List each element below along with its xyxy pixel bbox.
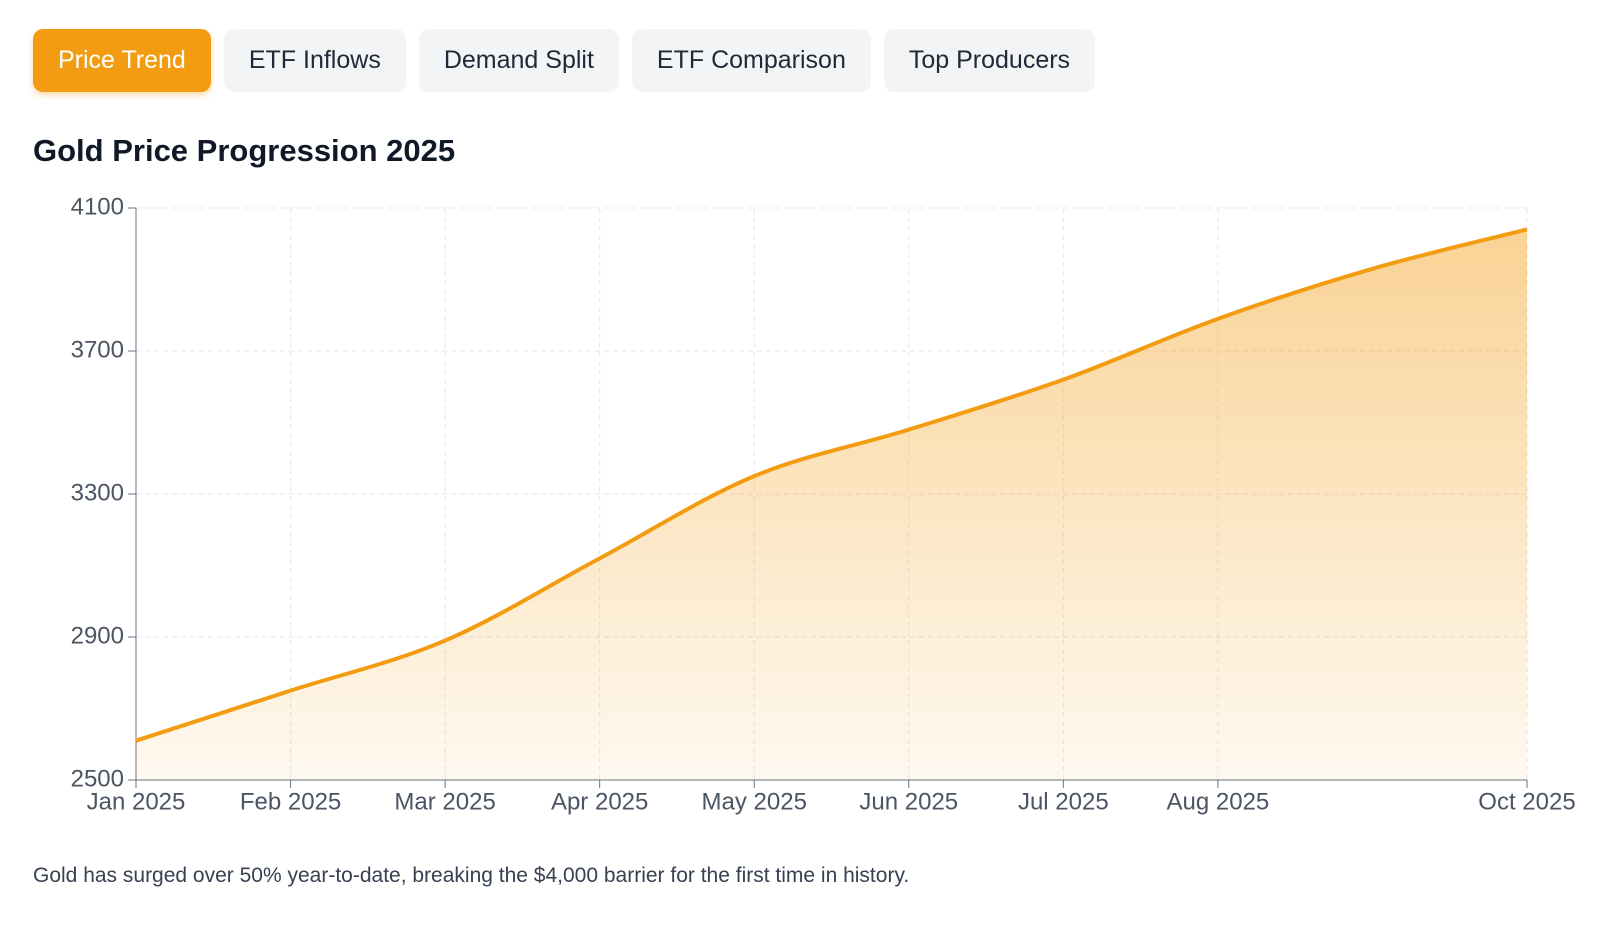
x-tick-label: May 2025: [702, 788, 807, 815]
line: [135, 227, 1528, 743]
tab[interactable]: ETF Inflows: [223, 29, 406, 92]
x-tick-label: Jun 2025: [859, 788, 958, 815]
tab[interactable]: Demand Split: [418, 29, 619, 92]
y-tick-label: 3300: [71, 479, 124, 506]
x-tick-label: Feb 2025: [240, 788, 341, 815]
x-tick-label: Aug 2025: [1167, 788, 1270, 815]
tab-bar: Price Trend ETF Inflows Demand Split ETF Co…: [33, 29, 1096, 92]
x-tick-label: Apr 2025: [551, 788, 648, 815]
area: [136, 229, 1527, 780]
tab[interactable]: Top Producers: [883, 29, 1096, 92]
y-tick-label: 3700: [71, 336, 124, 363]
chart: 2500 2900 3300 3700 4100 Jan 2025 Feb 2025 Mar …: [71, 193, 1576, 815]
y-tick-label: 4100: [71, 193, 124, 220]
x-tick-label: Jul 2025: [1018, 788, 1109, 815]
chart-title: Gold Price Progression 2025: [33, 133, 456, 168]
y-tick-label: 2900: [71, 622, 124, 649]
y-tick-label: 2500: [71, 765, 124, 792]
x-tick-label: Oct 2025: [1478, 788, 1575, 815]
x-tick-label: Mar 2025: [394, 788, 495, 815]
tab[interactable]: ETF Comparison: [631, 29, 871, 92]
caption: Gold has surged over 50% year-to-date, b…: [33, 864, 910, 887]
x-tick-label: Jan 2025: [87, 788, 186, 815]
tab[interactable]: Price Trend: [33, 29, 211, 92]
